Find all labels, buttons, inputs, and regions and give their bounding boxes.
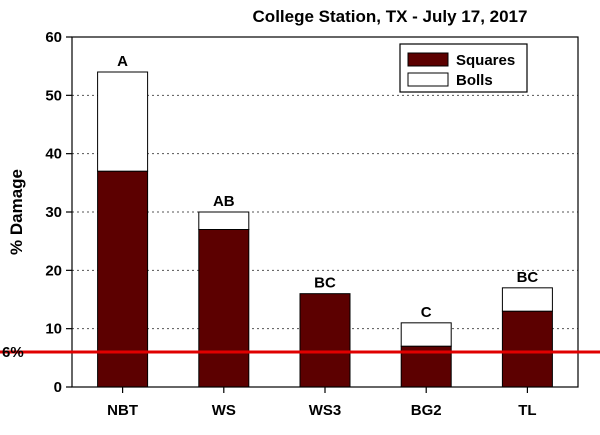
reference-line: 6% (0, 344, 600, 361)
x-category-label: NBT (107, 402, 138, 419)
y-tick-label: 50 (45, 87, 62, 104)
x-category-label: WS (212, 402, 236, 419)
significance-letter: BC (314, 275, 336, 292)
x-category-label: WS3 (309, 402, 342, 419)
x-axis-categories: NBT WS WS3 BG2 TL (107, 387, 537, 419)
legend-label-squares: Squares (456, 52, 515, 69)
x-category-label: TL (518, 402, 536, 419)
y-tick-label: 10 (45, 321, 62, 338)
significance-letter: BC (517, 269, 539, 286)
bar-squares-ws (198, 229, 250, 388)
gridlines (72, 94, 578, 330)
legend-swatch-squares (407, 52, 449, 67)
bar-squares-nbt (97, 170, 149, 388)
x-category-label: BG2 (411, 402, 442, 419)
legend-label-bolls: Bolls (456, 72, 493, 89)
bar-squares-tl (501, 310, 553, 388)
legend-swatch-bolls (407, 72, 449, 87)
bar-bolls-ws (198, 211, 250, 230)
y-tick-label: 40 (45, 146, 62, 163)
significance-letter: A (117, 53, 128, 70)
bar-bolls-tl (501, 287, 553, 312)
y-tick-label: 20 (45, 262, 62, 279)
bar-bolls-bg2 (400, 322, 452, 347)
y-tick-label: 0 (54, 379, 62, 396)
significance-letter: AB (213, 193, 235, 210)
y-axis-title: % Damage (7, 169, 26, 255)
significance-letter: C (421, 304, 432, 321)
legend: Squares Bolls (399, 43, 528, 93)
y-tick-label: 60 (45, 29, 62, 46)
chart-title: College Station, TX - July 17, 2017 (253, 7, 528, 26)
y-axis-ticks: 0 10 20 30 40 50 60 (45, 29, 72, 396)
bars: A AB BC C BC (97, 53, 553, 388)
y-tick-label: 30 (45, 204, 62, 221)
threshold-label: 6% (2, 344, 24, 361)
bar-squares-ws3 (299, 293, 351, 388)
bar-bolls-nbt (97, 71, 149, 172)
